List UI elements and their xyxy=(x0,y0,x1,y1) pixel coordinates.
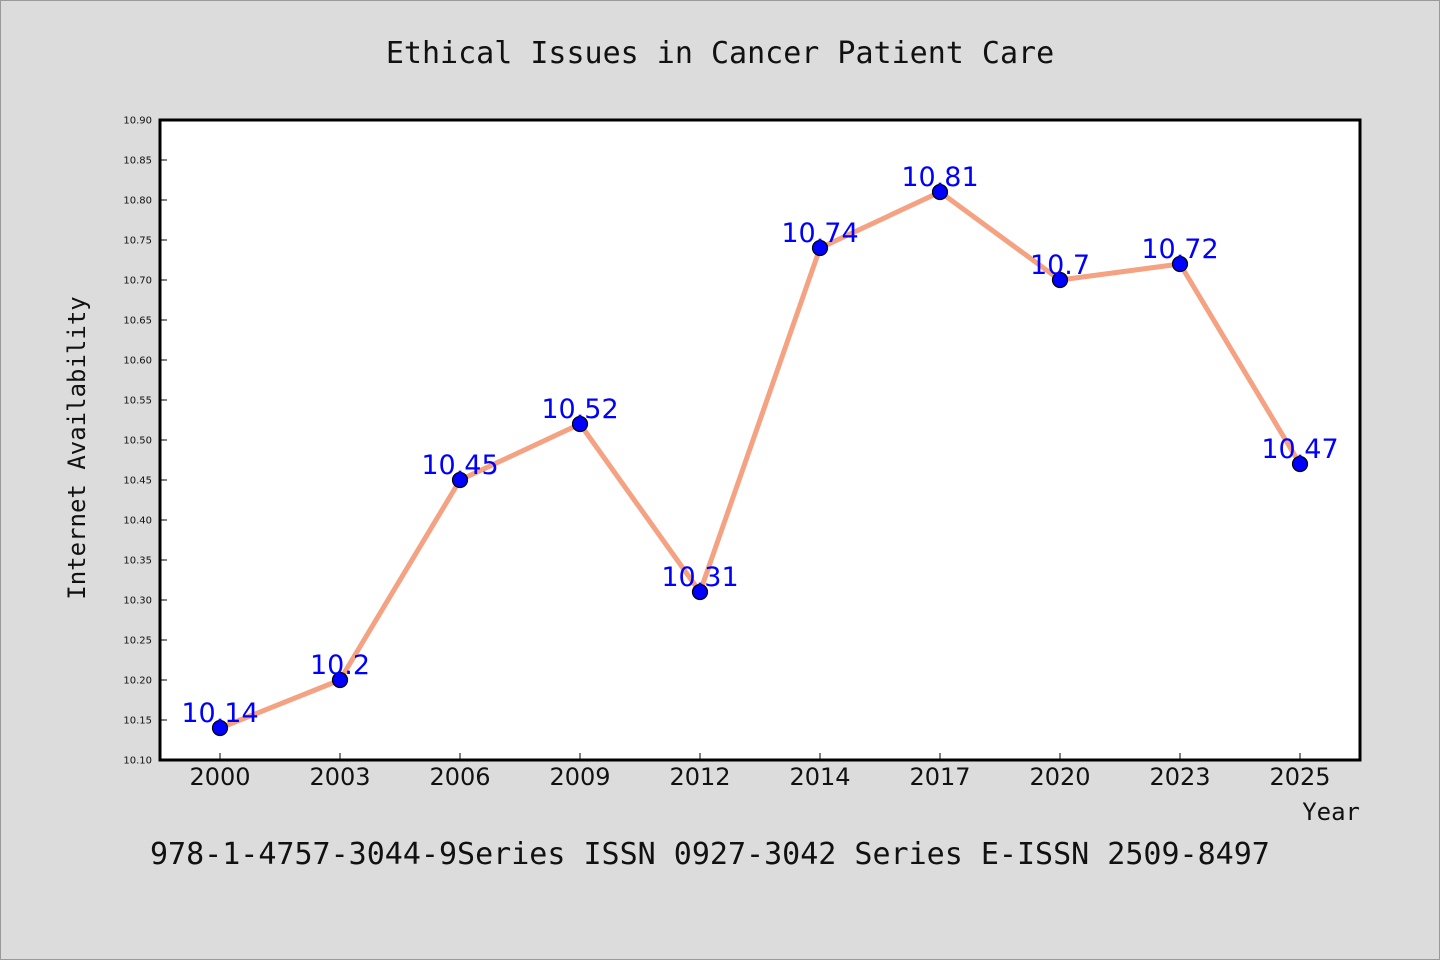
data-label: 10.74 xyxy=(781,218,858,249)
data-label: 10.52 xyxy=(541,394,618,425)
y-tick-label: 10.60 xyxy=(123,356,152,367)
data-point xyxy=(211,719,229,737)
data-label: 10.14 xyxy=(181,698,258,729)
data-point xyxy=(691,583,709,601)
x-axis: 2000 2003 2006 2009 2012 2014 2017 2020 2023 2025 xyxy=(189,753,1331,791)
y-tick-label: 10.65 xyxy=(123,316,152,327)
y-tick-label: 10.30 xyxy=(123,596,152,607)
data-point xyxy=(451,471,469,489)
y-tick-label: 10.10 xyxy=(123,756,152,767)
data-label: 10.2 xyxy=(310,650,370,681)
data-label: 10.81 xyxy=(901,162,978,193)
y-tick-label: 10.70 xyxy=(123,276,152,287)
data-label: 10.45 xyxy=(421,450,498,481)
series-line xyxy=(219,189,1303,731)
x-tick-label: 2006 xyxy=(429,763,490,791)
x-tick-label: 2012 xyxy=(669,763,730,791)
y-tick-label: 10.45 xyxy=(123,476,152,487)
y-tick-label: 10.40 xyxy=(123,516,152,527)
y-tick-label: 10.20 xyxy=(123,676,152,687)
y-tick-label: 10.75 xyxy=(123,236,152,247)
plot-area xyxy=(158,118,1362,762)
data-point xyxy=(331,671,349,689)
x-tick-label: 2003 xyxy=(309,763,370,791)
data-point xyxy=(1171,255,1189,273)
data-point xyxy=(1291,455,1309,473)
y-axis: 10.10 10.15 10.20 10.25 10.30 10.35 10.40 10.45… xyxy=(123,116,167,767)
x-tick-label: 2009 xyxy=(549,763,610,791)
data-label: 10.47 xyxy=(1261,434,1338,465)
data-label: 10.31 xyxy=(661,562,738,593)
x-tick-label: 2025 xyxy=(1269,763,1330,791)
y-tick-label: 10.90 xyxy=(123,116,152,127)
data-point xyxy=(931,183,949,201)
y-tick-label: 10.55 xyxy=(123,396,152,407)
data-point xyxy=(811,239,829,257)
chart-title: Ethical Issues in Cancer Patient Care xyxy=(386,36,1054,71)
data-labels: 10.14 10.2 10.45 10.52 10.31 10.74 10.81 10.7 10… xyxy=(181,162,1338,729)
y-axis-label: Internet Availability xyxy=(63,296,91,599)
x-axis-label: Year xyxy=(1302,798,1360,826)
x-tick-label: 2023 xyxy=(1149,763,1210,791)
y-tick-label: 10.50 xyxy=(123,436,152,447)
y-tick-label: 10.80 xyxy=(123,196,152,207)
series-markers xyxy=(211,183,1309,737)
data-label: 10.7 xyxy=(1030,250,1090,281)
footer-text: 978-1-4757-3044-9Series ISSN 0927-3042 S… xyxy=(150,837,1270,872)
data-point xyxy=(1051,271,1069,289)
x-tick-label: 2020 xyxy=(1029,763,1090,791)
y-tick-label: 10.85 xyxy=(123,156,152,167)
x-tick-label: 2000 xyxy=(189,763,250,791)
y-tick-label: 10.25 xyxy=(123,636,152,647)
x-tick-label: 2017 xyxy=(909,763,970,791)
data-label: 10.72 xyxy=(1141,234,1218,265)
y-tick-label: 10.15 xyxy=(123,716,152,727)
x-tick-label: 2014 xyxy=(789,763,850,791)
data-point xyxy=(571,415,589,433)
y-tick-label: 10.35 xyxy=(123,556,152,567)
